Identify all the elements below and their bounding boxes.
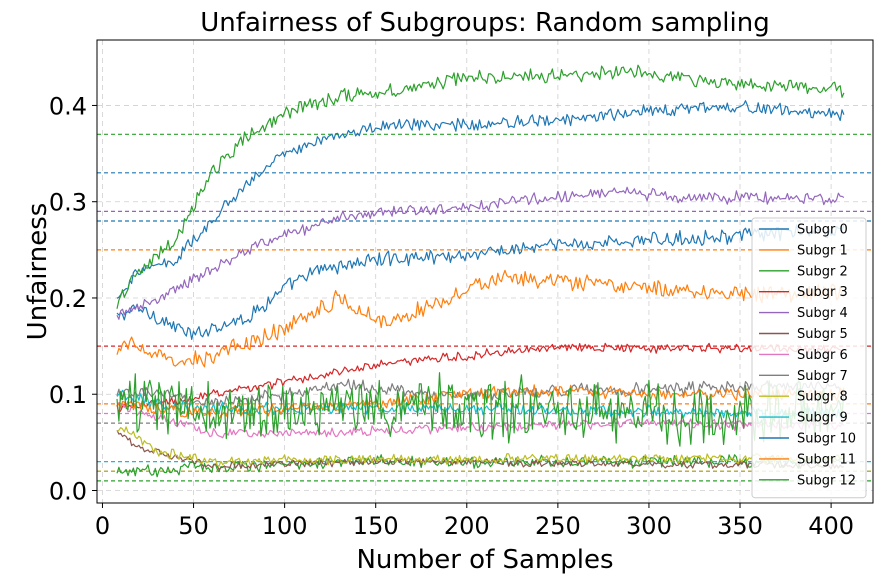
y-tick-label: 0.2 <box>49 285 87 313</box>
legend-label: Subgr 10 <box>797 432 856 447</box>
series-line-subgr-10 <box>116 100 845 299</box>
y-tick-label: 0.4 <box>49 92 87 120</box>
series-line-subgr-9 <box>116 389 845 422</box>
legend-label: Subgr 4 <box>797 306 848 321</box>
legend-label: Subgr 8 <box>797 390 848 405</box>
legend-label: Subgr 3 <box>797 285 848 300</box>
legend-box <box>751 217 867 499</box>
legend-label: Subgr 9 <box>797 411 848 426</box>
legend-label: Subgr 1 <box>797 243 848 258</box>
x-tick-label: 400 <box>808 512 854 540</box>
x-tick-label: 200 <box>444 512 490 540</box>
y-axis-label: Unfairness <box>23 203 53 341</box>
legend-label: Subgr 6 <box>797 348 848 363</box>
series-line-subgr-4 <box>116 186 845 320</box>
series-line-subgr-7 <box>116 378 845 407</box>
x-axis: 0 50 100 150 200 250 300 350 400 <box>95 503 854 540</box>
series-line-subgr-8 <box>116 426 845 467</box>
y-tick-label: 0.3 <box>49 189 87 217</box>
series-line-subgr-0 <box>116 224 845 340</box>
series-line-subgr-11 <box>116 384 845 420</box>
x-tick-label: 150 <box>353 512 399 540</box>
y-tick-label: 0.1 <box>49 381 87 409</box>
y-tick-label: 0.0 <box>49 477 87 505</box>
series-line-extra <box>116 372 845 447</box>
series-line-subgr-3 <box>116 342 845 414</box>
x-tick-label: 350 <box>717 512 763 540</box>
series-lines <box>116 64 845 478</box>
legend-label: Subgr 5 <box>797 327 848 342</box>
x-tick-label: 0 <box>95 512 110 540</box>
legend-label: Subgr 0 <box>797 223 848 238</box>
series-line-subgr-5 <box>116 430 845 471</box>
legend: Subgr 0 Subgr 1 Subgr 2 Subgr 3 Subgr 4 Subgr… <box>751 217 867 499</box>
legend-label: Subgr 7 <box>797 369 848 384</box>
series-line-subgr-2 <box>116 454 844 478</box>
x-tick-label: 250 <box>535 512 581 540</box>
x-tick-label: 50 <box>178 512 209 540</box>
series-line-subgr-12 <box>116 64 845 309</box>
series-line-subgr-1 <box>116 269 845 368</box>
x-tick-label: 300 <box>626 512 672 540</box>
chart-title: Unfairness of Subgroups: Random sampling <box>200 8 769 38</box>
plot-frame <box>96 39 874 504</box>
legend-label: Subgr 11 <box>797 452 856 467</box>
legend-label: Subgr 12 <box>797 473 856 488</box>
x-tick-label: 100 <box>262 512 308 540</box>
x-axis-label: Number of Samples <box>356 545 613 575</box>
legend-label: Subgr 2 <box>797 264 848 279</box>
y-axis: 0.0 0.1 0.2 0.3 0.4 <box>49 92 97 505</box>
